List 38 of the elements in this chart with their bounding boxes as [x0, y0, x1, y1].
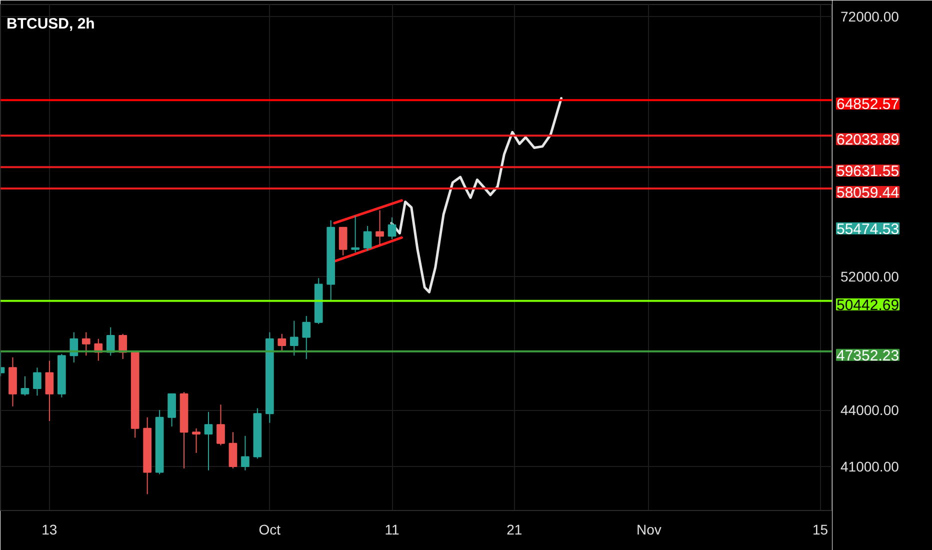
candlestick	[192, 428, 200, 454]
x-tick-label: 13	[42, 522, 58, 538]
x-tick-label: 15	[812, 522, 828, 538]
candlestick	[351, 215, 360, 253]
text: BTCUSD, 2h	[6, 16, 95, 32]
candlestick	[302, 315, 311, 360]
candlestick	[376, 210, 384, 246]
candlestick	[82, 332, 90, 356]
candlestick	[118, 333, 128, 360]
candlestick	[388, 216, 396, 240]
candlestick	[290, 320, 298, 356]
ref-line-label: 58059.44	[836, 184, 900, 202]
candlestick	[45, 360, 54, 422]
candlestick	[216, 404, 225, 446]
candlestick	[363, 225, 372, 252]
x-tick-label: 11	[384, 522, 400, 538]
candlestick	[20, 376, 30, 396]
candlestick	[241, 435, 250, 471]
ref-line-label: 62033.89	[836, 132, 900, 149]
text: 55474.53	[836, 220, 900, 238]
ref-line-label: 64852.57	[836, 96, 900, 114]
candlestick	[278, 333, 286, 352]
x-tick-label: 21	[506, 522, 522, 538]
y-tick-label: 41000.00	[840, 458, 900, 474]
ref-line-label: 47352.23	[836, 347, 900, 364]
x-tick-label: Oct	[258, 522, 281, 538]
candlestick	[228, 432, 238, 469]
y-tick-label: 72000.00	[840, 8, 900, 25]
candlestick	[204, 411, 213, 471]
ref-line-label: 50442.69	[836, 296, 900, 314]
candlestick	[106, 326, 115, 356]
candlestick	[168, 393, 176, 428]
x-tick-label: Nov	[636, 522, 662, 538]
ref-line-label: 59631.55	[836, 163, 900, 180]
y-tick-label: 52000.00	[840, 268, 900, 285]
candlestick	[33, 367, 42, 396]
y-tick-label: 44000.00	[840, 402, 900, 418]
candlestick	[338, 226, 348, 256]
